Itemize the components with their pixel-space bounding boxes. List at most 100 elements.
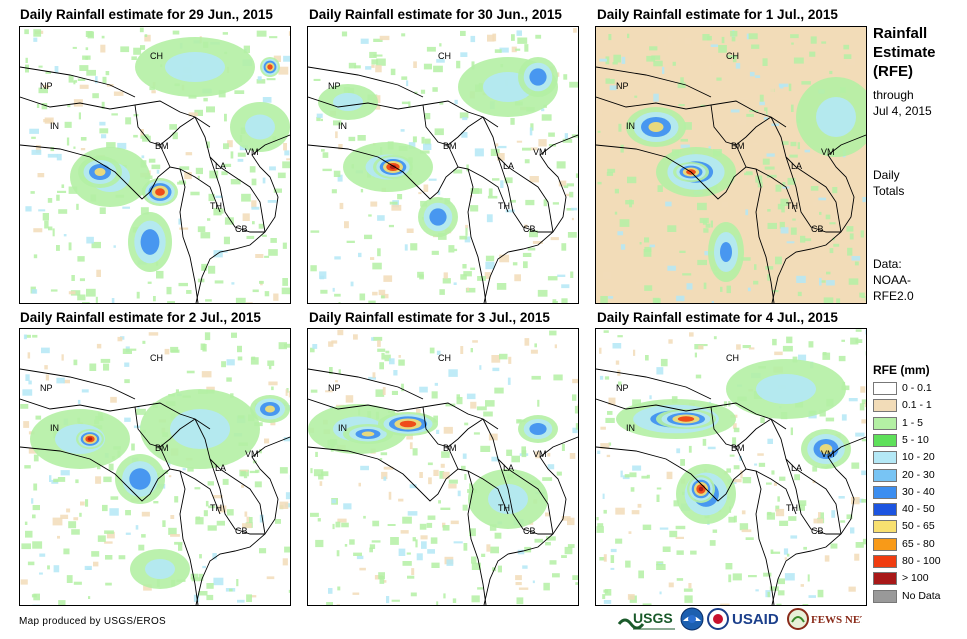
legend-swatch — [873, 520, 897, 534]
rainfall-map-2: CH NP IN BM LA VM TH CB — [308, 27, 578, 303]
country-label-ch: CH — [438, 51, 451, 61]
legend-swatch — [873, 399, 897, 413]
country-label-cb: CB — [811, 224, 824, 234]
sidebar-data-source-2: RFE2.0 — [873, 289, 914, 303]
legend-label: 0.1 - 1 — [902, 399, 932, 412]
sidebar-data-source-1: NOAA- — [873, 273, 912, 287]
legend-swatch — [873, 485, 897, 499]
legend-label: 20 - 30 — [902, 468, 935, 481]
sidebar-data-label: Data: — [873, 257, 902, 271]
legend-label: 1 - 5 — [902, 416, 924, 429]
panel-title-4: Daily Rainfall estimate for 2 Jul., 2015 — [20, 310, 261, 325]
country-label-in: IN — [50, 121, 59, 131]
sidebar-daily: Daily — [873, 168, 900, 182]
panel-title-6: Daily Rainfall estimate for 4 Jul., 2015 — [597, 310, 838, 325]
country-label-la: LA — [503, 161, 514, 171]
country-label-vm: VM — [245, 147, 259, 157]
legend-label: 65 - 80 — [902, 537, 935, 550]
country-label-vm: VM — [821, 147, 835, 157]
legend-label: 80 - 100 — [902, 555, 941, 567]
rainfall-map-1: CH NP IN BM LA VM TH CB — [20, 27, 290, 303]
country-label-in: IN — [626, 121, 635, 131]
country-label-in: IN — [338, 423, 347, 433]
country-label-cb: CB — [523, 224, 536, 234]
country-label-np: NP — [40, 383, 53, 393]
legend-swatch — [873, 555, 897, 568]
legend-swatch — [873, 433, 897, 447]
country-label-vm: VM — [533, 147, 547, 157]
country-label-np: NP — [616, 81, 629, 91]
country-label-cb: CB — [235, 224, 248, 234]
rainfall-map-5: CH NP IN BM LA VM TH CB — [308, 329, 578, 605]
country-label-th: TH — [210, 201, 222, 211]
legend-label: 5 - 10 — [902, 433, 929, 446]
map-panel-6: CH NP IN BM LA VM TH CB — [595, 328, 867, 606]
legend-label: 30 - 40 — [902, 485, 935, 498]
sidebar-title-line2: Estimate — [873, 44, 936, 61]
usaid-logo-text: USAID — [732, 611, 779, 628]
map-panel-2: CH NP IN BM LA VM TH CB — [307, 26, 579, 304]
legend-swatch — [873, 589, 897, 603]
legend-label: 40 - 50 — [902, 503, 935, 516]
country-label-la: LA — [503, 463, 514, 473]
country-label-th: TH — [786, 201, 798, 211]
map-panel-1: CH NP IN BM LA VM TH CB — [19, 26, 291, 304]
sidebar-title-line1: Rainfall — [873, 25, 928, 42]
legend-title: RFE (mm) — [873, 363, 930, 377]
legend-label: 10 - 20 — [902, 451, 935, 464]
country-label-la: LA — [215, 161, 226, 171]
legend-swatch — [873, 503, 897, 517]
legend-swatch — [873, 451, 897, 465]
map-panel-4: CH NP IN BM LA VM TH CB — [19, 328, 291, 606]
country-label-ch: CH — [726, 51, 739, 61]
usgs-logo-text: USGS — [633, 610, 673, 626]
noaa-emblem — [680, 607, 704, 631]
map-panel-3: CH NP IN BM LA VM TH CB — [595, 26, 867, 304]
country-label-th: TH — [498, 503, 510, 513]
usaid-logo-graphic: USAID — [707, 608, 779, 630]
panel-title-2: Daily Rainfall estimate for 30 Jun., 201… — [309, 7, 562, 22]
country-label-bm: BM — [443, 443, 457, 453]
sidebar-date: Jul 4, 2015 — [873, 104, 932, 118]
country-label-cb: CB — [235, 526, 248, 536]
country-label-bm: BM — [731, 443, 745, 453]
rainfall-map-6: CH NP IN BM LA VM TH CB — [596, 329, 866, 605]
country-label-in: IN — [338, 121, 347, 131]
country-label-bm: BM — [443, 141, 457, 151]
country-label-vm: VM — [533, 449, 547, 459]
legend-swatch — [873, 572, 897, 586]
country-label-th: TH — [498, 201, 510, 211]
legend-swatch — [873, 416, 897, 430]
country-label-ch: CH — [726, 353, 739, 363]
fewsnet-logo: FEWS NET — [787, 604, 868, 634]
fewsnet-logo-graphic: FEWS NET — [787, 608, 868, 630]
sidebar-title-line3: (RFE) — [873, 63, 913, 80]
legend-label: No Data — [902, 589, 941, 602]
map-panel-5: CH NP IN BM LA VM TH CB — [307, 328, 579, 606]
country-label-in: IN — [50, 423, 59, 433]
country-label-cb: CB — [523, 526, 536, 536]
country-label-la: LA — [791, 463, 802, 473]
country-label-la: LA — [215, 463, 226, 473]
country-label-vm: VM — [245, 449, 259, 459]
rainfall-map-4: CH NP IN BM LA VM TH CB — [20, 329, 290, 605]
panel-title-3: Daily Rainfall estimate for 1 Jul., 2015 — [597, 7, 838, 22]
sidebar-through: through — [873, 88, 914, 102]
rainfall-map-3: CH NP IN BM LA VM TH CB — [596, 27, 866, 303]
country-label-la: LA — [791, 161, 802, 171]
country-label-np: NP — [328, 81, 341, 91]
legend-label: > 100 — [902, 572, 929, 585]
country-label-bm: BM — [155, 141, 169, 151]
country-label-th: TH — [786, 503, 798, 513]
fewsnet-logo-text: FEWS NET — [811, 614, 862, 626]
country-label-ch: CH — [438, 353, 451, 363]
country-label-ch: CH — [150, 353, 163, 363]
legend-swatch — [873, 382, 897, 395]
sidebar-title: Rainfall Estimate (RFE) — [873, 24, 936, 81]
map-credit: Map produced by USGS/EROS — [19, 616, 167, 627]
country-label-np: NP — [616, 383, 629, 393]
legend-swatch — [873, 537, 897, 551]
country-label-bm: BM — [731, 141, 745, 151]
country-label-in: IN — [626, 423, 635, 433]
legend-label: 0 - 0.1 — [902, 382, 932, 394]
